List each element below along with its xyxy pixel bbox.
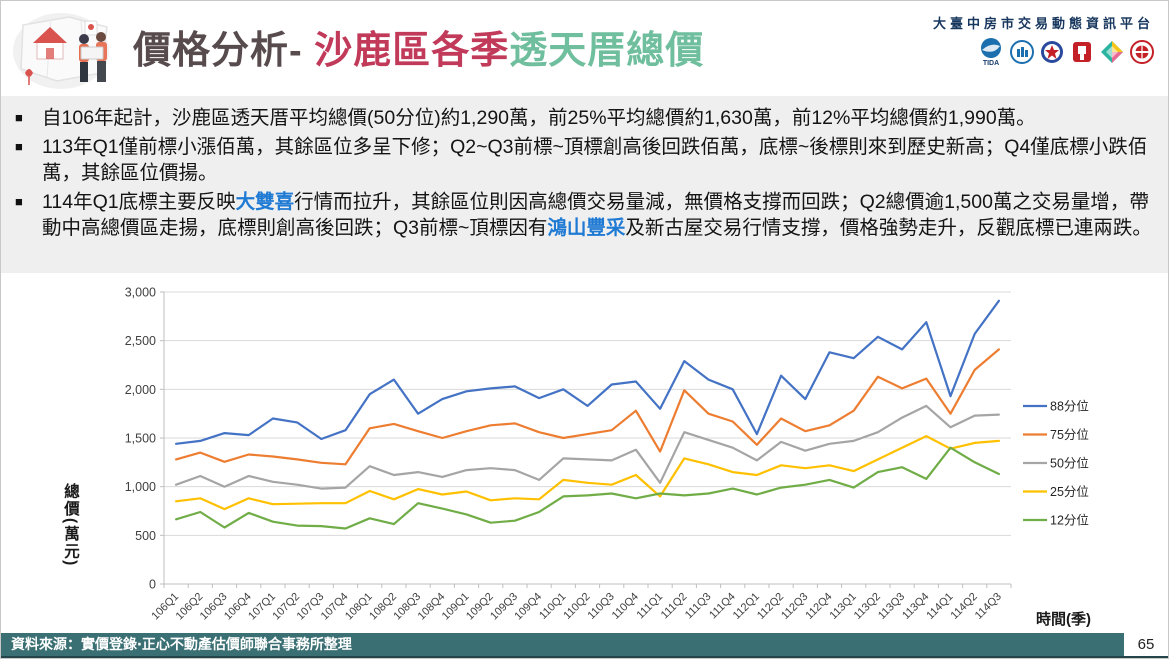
title-district: 沙鹿區各季 [314,30,510,72]
government-emblem-logo [1041,41,1063,63]
title-subject: 透天厝總價 [509,30,705,72]
x-axis-title: 時間(季) [1036,610,1091,628]
association-building-logo [1010,40,1034,64]
svg-text:110Q1: 110Q1 [537,591,568,622]
series-line-25分位 [175,435,1001,511]
platform-diamond-logo [1101,41,1123,63]
bullet-3: ■ 114年Q1底標主要反映大雙喜行情而拉升，其餘區位則因高總價交易量減，無價格… [15,189,1154,241]
y-axis-title: 總價(萬元) [62,483,79,568]
svg-text:111Q1: 111Q1 [635,591,666,622]
tida-logo: TIDA [981,38,1001,67]
logo-row: TIDA [933,37,1154,67]
legend-label-88分位: 88分位 [1050,399,1089,414]
legend-label-25分位: 25分位 [1050,484,1089,499]
chart-legend: 88分位 75分位 50分位 25分位 12分位 [1023,399,1089,528]
svg-text:113Q2: 113Q2 [852,591,883,622]
svg-text:2,500: 2,500 [125,334,156,348]
x-axis-tick-labels: 106Q1106Q2106Q3106Q4107Q1107Q2107Q3107Q4… [149,591,1004,623]
svg-text:112Q3: 112Q3 [779,591,810,622]
bullet-1-text: 自106年起計，沙鹿區透天厝平均總價(50分位)約1,290萬，前25%平均總價… [42,107,1036,129]
slide-header: 價格分析- 沙鹿區各季透天厝總價 大臺中房市交易動態資訊平台 TIDA [1,1,1168,96]
platform-name: 大臺中房市交易動態資訊平台 [932,16,1154,31]
svg-text:2,000: 2,000 [125,383,156,397]
header-illustration [13,13,109,89]
svg-text:112Q2: 112Q2 [755,591,786,622]
svg-text:114Q3: 114Q3 [973,591,1004,622]
svg-text:110Q4: 110Q4 [610,591,641,622]
platform-branding: 大臺中房市交易動態資訊平台 TIDA [933,13,1154,67]
svg-text:111Q3: 111Q3 [683,591,714,622]
bullet-3-seg2: 行情而拉升，其餘區位則因高總價交易量減，無價格支撐而回跌；Q2總價逾1,500萬… [42,191,1149,239]
svg-text:110Q2: 110Q2 [561,591,592,622]
series-line-50分位 [175,404,1001,490]
legend-label-50分位: 50分位 [1050,456,1089,471]
summary-panel: ■ 自106年起計，沙鹿區透天厝平均總價(50分位)約1,290萬，前25%平均… [1,96,1168,273]
bullet-2: ■ 113年Q1僅前標小漲佰萬，其餘區位多呈下修；Q2~Q3前標~頂標創高後回跌… [15,134,1154,186]
appraisers-union-logo [1130,40,1154,64]
svg-text:3,000: 3,000 [125,286,156,300]
svg-text:1,500: 1,500 [125,432,156,446]
svg-text:114Q1: 114Q1 [924,591,955,622]
svg-text:110Q3: 110Q3 [586,591,617,622]
bullet-square-icon: ■ [15,110,23,125]
svg-text:113Q4: 113Q4 [900,591,931,622]
page-number: 65 [1124,633,1168,656]
y-axis-tick-labels: 0 500 1,000 1,500 2,000 2,500 3,000 [125,286,156,592]
svg-text:112Q4: 112Q4 [803,591,834,622]
legend-label-12分位: 12分位 [1050,513,1089,528]
svg-text:111Q2: 111Q2 [659,591,690,622]
series-line-88分位 [175,299,1001,445]
slide-footer: 資料來源：實價登錄‧正心不動產估價師聯合事務所整理 65 [1,633,1168,658]
svg-text:114Q2: 114Q2 [949,591,980,622]
bullet-3-seg1: 114年Q1底標主要反映 [42,191,236,213]
svg-text:1,000: 1,000 [125,480,156,494]
svg-text:0: 0 [149,578,156,592]
bullet-square-icon: ■ [15,194,23,209]
price-trend-chart: 0 500 1,000 1,500 2,000 2,500 3,000 106Q1 106Q2 1… [1,277,1168,635]
series-line-75分位 [175,348,1001,466]
land-agency-logo [1073,42,1091,62]
svg-text:113Q3: 113Q3 [876,591,907,622]
series-line-12分位 [175,446,1001,530]
bullet-3-seg3: 及新古屋交易行情支撐，價格強勢走升，反觀底標已連兩跌。 [625,217,1152,239]
bullet-2-text: 113年Q1僅前標小漲佰萬，其餘區位多呈下修；Q2~Q3前標~頂標創高後回跌佰萬… [42,136,1148,184]
bullet-1: ■ 自106年起計，沙鹿區透天厝平均總價(50分位)約1,290萬，前25%平均… [15,105,1154,131]
gridlines [164,291,1011,536]
legend-label-75分位: 75分位 [1050,427,1089,442]
bullet-square-icon: ■ [15,139,23,154]
title-prefix: 價格分析- [133,30,315,72]
source-note: 資料來源：實價登錄‧正心不動產估價師聯合事務所整理 [1,633,1124,656]
bullet-3-text: 114年Q1底標主要反映大雙喜行情而拉升，其餘區位則因高總價交易量減，無價格支撐… [42,189,1154,241]
bullet-3-highlight-project1: 大雙喜 [235,191,295,213]
svg-text:113Q1: 113Q1 [828,591,859,622]
svg-text:109Q4: 109Q4 [512,591,544,623]
svg-text:500: 500 [135,529,156,543]
line-chart-canvas: 0 500 1,000 1,500 2,000 2,500 3,000 106Q1106Q21… [125,286,1091,629]
svg-text:112Q1: 112Q1 [731,591,762,622]
bullet-3-highlight-project2: 鴻山豐采 [547,217,626,239]
axes [160,291,1012,588]
svg-text:TIDA: TIDA [983,60,999,67]
page-title: 價格分析- 沙鹿區各季透天厝總價 [133,19,704,74]
